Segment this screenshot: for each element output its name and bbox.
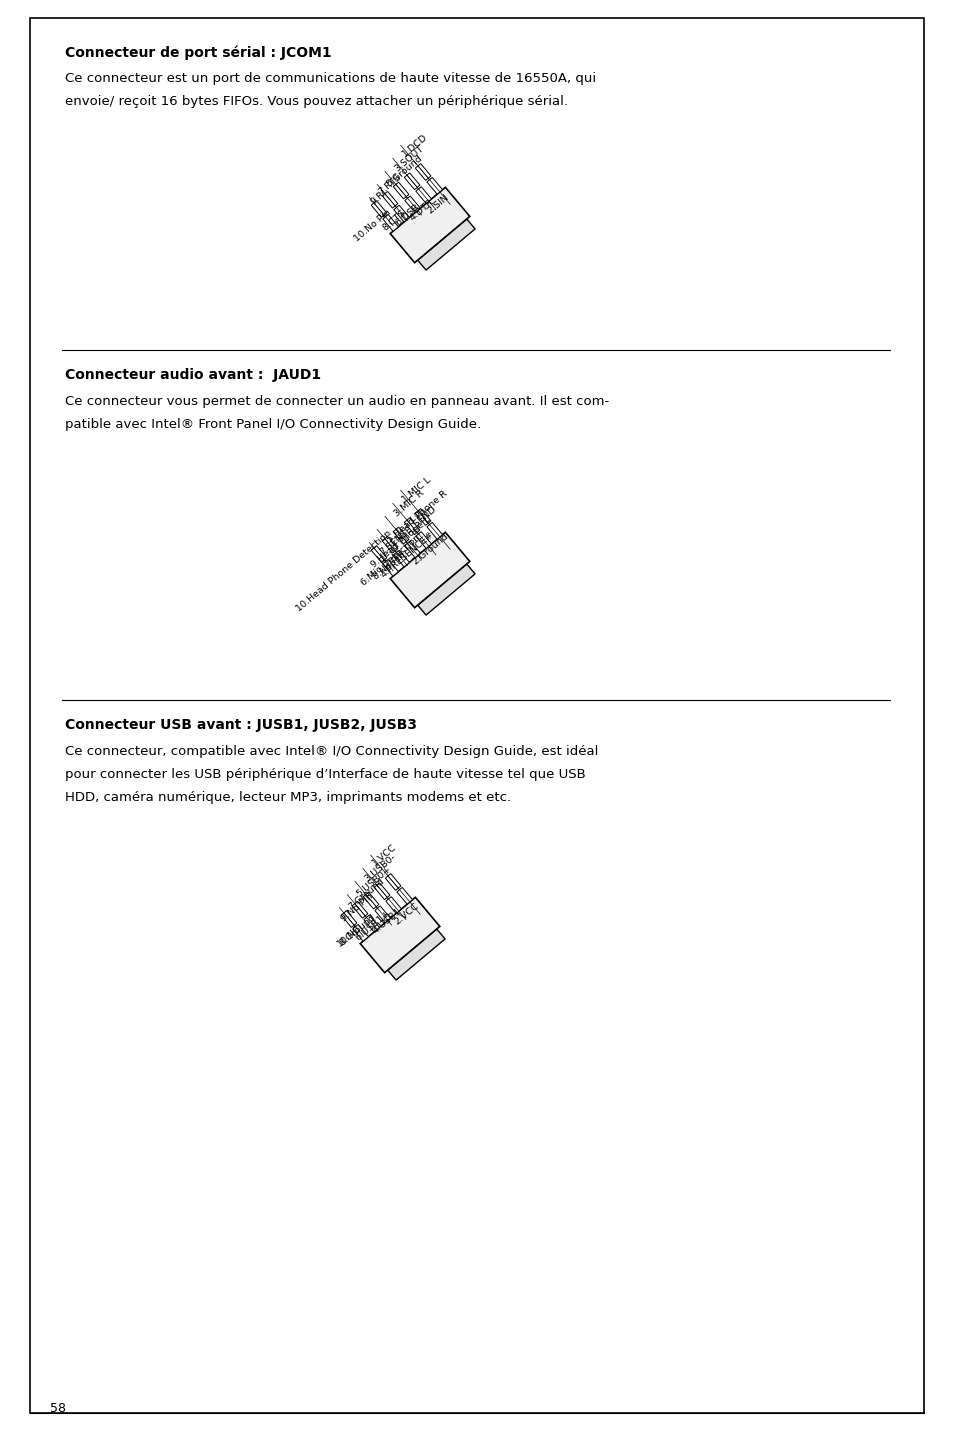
Text: 3.SOUT: 3.SOUT (393, 143, 425, 173)
Text: Ce connecteur, compatible avec Intel® I/O Connectivity Design Guide, est idéal: Ce connecteur, compatible avec Intel® I/… (65, 746, 598, 758)
Text: patible avec Intel® Front Panel I/O Connectivity Design Guide.: patible avec Intel® Front Panel I/O Conn… (65, 418, 480, 431)
Text: Connecteur de port sérial : JCOM1: Connecteur de port sérial : JCOM1 (65, 44, 332, 60)
Bar (404, 196, 420, 213)
Text: 1.VCC: 1.VCC (371, 843, 398, 867)
Bar (371, 545, 386, 562)
Text: 3.MIC R: 3.MIC R (393, 488, 426, 518)
Text: Ce connecteur vous permet de connecter un audio en panneau avant. Il est com-: Ce connecteur vous permet de connecter u… (65, 395, 609, 408)
Text: 4.DTR: 4.DTR (408, 197, 436, 222)
Text: 1.DCD: 1.DCD (400, 132, 429, 159)
Bar (382, 537, 397, 554)
Text: 9.No Pin: 9.No Pin (339, 892, 375, 923)
Bar (394, 550, 409, 567)
Bar (415, 508, 431, 525)
Bar (352, 902, 368, 919)
Bar (382, 215, 398, 232)
Text: Connecteur USB avant : JUSB1, JUSB2, JUSB3: Connecteur USB avant : JUSB1, JUSB2, JUS… (65, 718, 416, 733)
Bar (390, 532, 469, 608)
Bar (404, 518, 419, 535)
Text: 9.Head Phone L: 9.Head Phone L (369, 515, 432, 570)
Bar (426, 177, 442, 195)
Text: 7.SENSE_SEND: 7.SENSE_SEND (376, 504, 436, 555)
Bar (396, 887, 412, 904)
Bar (375, 906, 390, 923)
Text: 7.RTS: 7.RTS (376, 173, 403, 196)
Text: 8.CTS: 8.CTS (380, 209, 407, 233)
Bar (426, 522, 442, 539)
Text: 8.No Pin: 8.No Pin (372, 550, 407, 581)
Bar (363, 892, 378, 909)
Text: 4.PRESENCE#: 4.PRESENCE# (378, 529, 436, 580)
Text: 10.NC: 10.NC (335, 923, 363, 949)
Bar (415, 163, 431, 180)
Polygon shape (417, 564, 475, 615)
Text: 5.Ground: 5.Ground (385, 155, 424, 189)
Bar (374, 883, 390, 900)
Bar (393, 182, 409, 199)
Bar (404, 173, 419, 190)
Bar (385, 897, 401, 913)
Text: 9.RI: 9.RI (369, 189, 389, 207)
Bar (363, 916, 379, 932)
Bar (390, 187, 469, 263)
Bar (416, 186, 431, 203)
Bar (360, 897, 439, 973)
Text: 10.Head Phone Detection: 10.Head Phone Detection (294, 528, 393, 614)
Text: 5.USB0+: 5.USB0+ (355, 864, 393, 899)
Text: 5.Head Phone R: 5.Head Phone R (385, 488, 448, 544)
Polygon shape (387, 929, 445, 980)
Bar (382, 192, 397, 207)
Text: 10.No Pin: 10.No Pin (353, 207, 393, 243)
Bar (394, 205, 409, 222)
Text: 6.USB1+: 6.USB1+ (353, 909, 392, 942)
Polygon shape (417, 219, 475, 270)
Bar (404, 541, 420, 558)
Text: 2.SIN: 2.SIN (425, 193, 450, 216)
Text: 7.Ground: 7.Ground (347, 877, 386, 912)
Bar (385, 874, 400, 890)
Text: 6.DSR: 6.DSR (394, 202, 421, 228)
Text: 4.USB1-: 4.USB1- (371, 904, 405, 936)
Text: Connecteur audio avant :  JAUD1: Connecteur audio avant : JAUD1 (65, 368, 321, 382)
Bar (371, 200, 386, 218)
Text: pour connecter les USB périphérique d’Interface de haute vitesse tel que USB: pour connecter les USB périphérique d’In… (65, 768, 585, 781)
Bar (341, 910, 356, 927)
Text: HDD, caméra numérique, lecteur MP3, imprimants modems et etc.: HDD, caméra numérique, lecteur MP3, impr… (65, 791, 511, 804)
Text: 3.USB0-: 3.USB0- (362, 853, 397, 884)
Text: Ce connecteur est un port de communications de haute vitesse de 16550A, qui: Ce connecteur est un port de communicati… (65, 72, 596, 84)
Text: 2.Ground: 2.Ground (411, 532, 450, 567)
Text: 6.Mic Detection: 6.Mic Detection (358, 532, 421, 587)
Bar (416, 532, 431, 548)
Bar (393, 527, 409, 544)
Bar (382, 560, 398, 577)
Text: 1.MIC L: 1.MIC L (400, 475, 433, 505)
Bar (353, 924, 368, 942)
Text: envoie/ reçoit 16 bytes FIFOs. Vous pouvez attacher un périphérique sérial.: envoie/ reçoit 16 bytes FIFOs. Vous pouv… (65, 94, 567, 107)
Text: 58: 58 (50, 1402, 66, 1415)
Text: 8.Ground: 8.Ground (337, 913, 377, 947)
Text: 2.VCC: 2.VCC (392, 902, 419, 927)
